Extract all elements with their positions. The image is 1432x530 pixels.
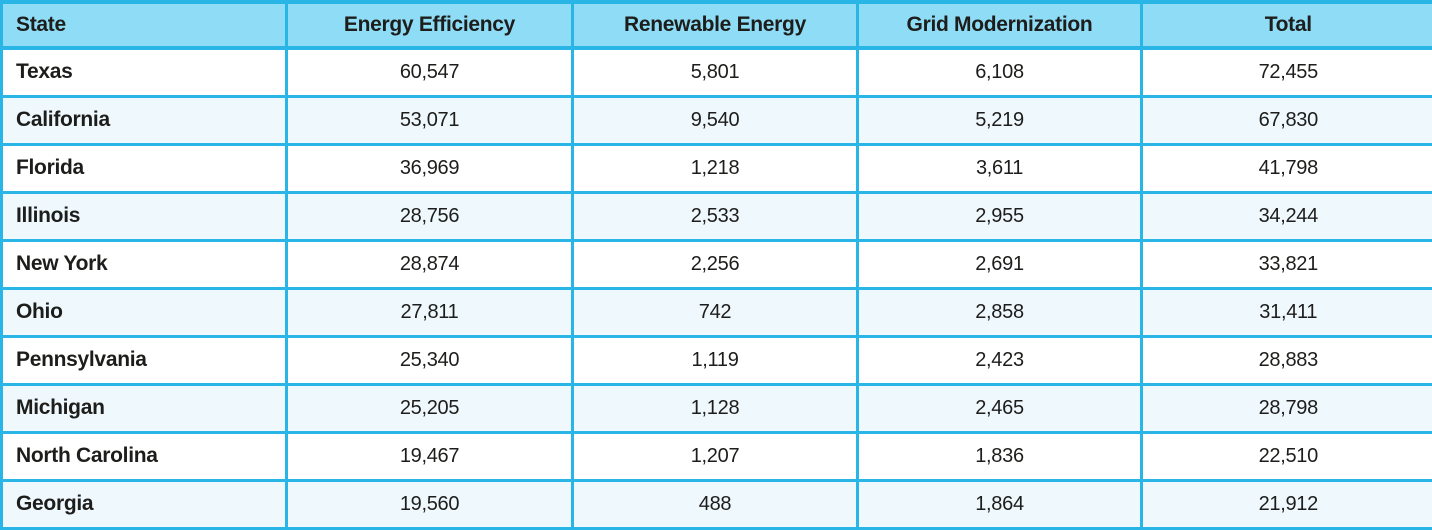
value-cell: 27,811 — [285, 286, 574, 338]
value-cell: 22,510 — [1140, 430, 1432, 482]
table-row: North Carolina 19,467 1,207 1,836 22,510 — [0, 430, 1432, 482]
value-cell: 19,467 — [285, 430, 574, 482]
state-cell: Pennsylvania — [0, 334, 288, 386]
table-row: Ohio 27,811 742 2,858 31,411 — [0, 286, 1432, 338]
value-cell: 53,071 — [285, 94, 574, 146]
table-row: Texas 60,547 5,801 6,108 72,455 — [0, 46, 1432, 98]
state-cell: Georgia — [0, 478, 288, 530]
value-cell: 2,955 — [856, 190, 1143, 242]
value-cell: 31,411 — [1140, 286, 1432, 338]
value-cell: 1,836 — [856, 430, 1143, 482]
state-cell: Ohio — [0, 286, 288, 338]
table-row: Illinois 28,756 2,533 2,955 34,244 — [0, 190, 1432, 242]
state-cell: Michigan — [0, 382, 288, 434]
column-header-renewable-energy: Renewable Energy — [571, 0, 859, 50]
value-cell: 488 — [571, 478, 859, 530]
state-cell: New York — [0, 238, 288, 290]
value-cell: 36,969 — [285, 142, 574, 194]
value-cell: 2,465 — [856, 382, 1143, 434]
table-row: New York 28,874 2,256 2,691 33,821 — [0, 238, 1432, 290]
table-row: California 53,071 9,540 5,219 67,830 — [0, 94, 1432, 146]
value-cell: 2,858 — [856, 286, 1143, 338]
value-cell: 1,128 — [571, 382, 859, 434]
column-header-total: Total — [1140, 0, 1432, 50]
value-cell: 3,611 — [856, 142, 1143, 194]
value-cell: 6,108 — [856, 46, 1143, 98]
value-cell: 1,864 — [856, 478, 1143, 530]
value-cell: 72,455 — [1140, 46, 1432, 98]
column-header-energy-efficiency: Energy Efficiency — [285, 0, 574, 50]
value-cell: 9,540 — [571, 94, 859, 146]
value-cell: 60,547 — [285, 46, 574, 98]
value-cell: 28,874 — [285, 238, 574, 290]
value-cell: 1,207 — [571, 430, 859, 482]
value-cell: 19,560 — [285, 478, 574, 530]
state-cell: Texas — [0, 46, 288, 98]
value-cell: 25,205 — [285, 382, 574, 434]
value-cell: 34,244 — [1140, 190, 1432, 242]
value-cell: 5,219 — [856, 94, 1143, 146]
value-cell: 67,830 — [1140, 94, 1432, 146]
value-cell: 1,119 — [571, 334, 859, 386]
value-cell: 2,423 — [856, 334, 1143, 386]
state-cell: North Carolina — [0, 430, 288, 482]
value-cell: 28,798 — [1140, 382, 1432, 434]
column-header-grid-modernization: Grid Modernization — [856, 0, 1143, 50]
value-cell: 2,256 — [571, 238, 859, 290]
state-cell: Illinois — [0, 190, 288, 242]
table-row: Florida 36,969 1,218 3,611 41,798 — [0, 142, 1432, 194]
column-header-state: State — [0, 0, 288, 50]
value-cell: 2,533 — [571, 190, 859, 242]
header-row: State Energy Efficiency Renewable Energy… — [0, 0, 1432, 50]
value-cell: 28,756 — [285, 190, 574, 242]
state-cell: California — [0, 94, 288, 146]
state-cell: Florida — [0, 142, 288, 194]
table-row: Georgia 19,560 488 1,864 21,912 — [0, 478, 1432, 530]
value-cell: 5,801 — [571, 46, 859, 98]
value-cell: 742 — [571, 286, 859, 338]
value-cell: 2,691 — [856, 238, 1143, 290]
value-cell: 41,798 — [1140, 142, 1432, 194]
value-cell: 33,821 — [1140, 238, 1432, 290]
value-cell: 28,883 — [1140, 334, 1432, 386]
value-cell: 1,218 — [571, 142, 859, 194]
value-cell: 25,340 — [285, 334, 574, 386]
table-row: Pennsylvania 25,340 1,119 2,423 28,883 — [0, 334, 1432, 386]
table-row: Michigan 25,205 1,128 2,465 28,798 — [0, 382, 1432, 434]
value-cell: 21,912 — [1140, 478, 1432, 530]
